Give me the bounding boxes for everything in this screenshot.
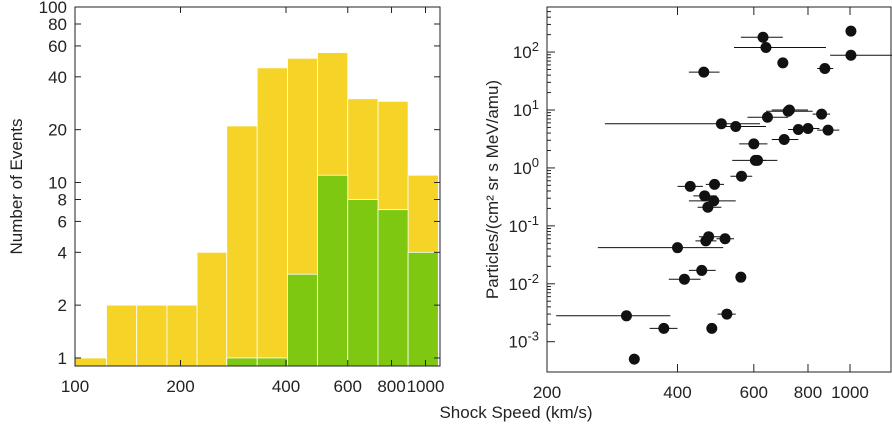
histogram-y-tick-label: 8 [58,190,67,209]
histogram-x-tick-label: 200 [166,377,194,396]
scatter-point [761,111,773,123]
scatter-point [777,57,789,69]
scatter-point [698,66,710,78]
scatter-point [658,322,670,334]
histogram-bar-subset [317,174,349,367]
scatter-point [684,180,696,192]
scatter-point [802,122,814,134]
histogram-y-tick-label: 80 [48,15,67,34]
scatter-y-tick-label: 100 [513,155,539,178]
histogram-y-tick-label: 100 [39,0,67,17]
histogram-x-tick-label: 100 [61,377,89,396]
scatter-y-tick-label: 102 [513,39,539,62]
histogram-bar-all [74,357,107,367]
scatter-point [819,63,831,75]
scatter-point [845,49,857,61]
histogram-y-tick-label: 2 [58,296,67,315]
scatter-x-tick-label: 600 [740,383,768,402]
scatter-point [757,31,769,43]
scatter-y-tick-label: 101 [513,97,539,120]
scatter-x-tick-label: 1000 [831,383,869,402]
scatter-point [671,242,683,254]
histogram-y-axis-label: Number of Events [7,118,26,254]
histogram-bar-subset [347,199,379,367]
scatter-point [792,124,804,136]
scatter-point [628,353,640,365]
histogram-bars [74,52,439,367]
histogram-bar-subset [256,357,288,367]
scatter-frame [546,6,892,373]
histogram-x-tick-label: 1000 [407,377,445,396]
shared-x-axis-label: Shock Speed (km/s) [439,403,592,422]
scatter-point [696,264,708,276]
histogram-bar-all [136,304,168,367]
scatter-x-tick-label: 400 [663,383,691,402]
scatter-point [822,124,834,136]
histogram-bar-all [256,67,288,367]
scatter-panel: 10-3 10-2 10-1 100 101 102 200 400 600 800 1000 Pa… [483,6,892,402]
histogram-x-tick-label: 600 [334,377,362,396]
histogram-y-tick-label: 40 [48,68,67,87]
histogram-y-tick-label: 6 [58,212,67,231]
scatter-point [703,231,715,243]
scatter-point [709,178,721,190]
scatter-point [708,195,720,207]
scatter-point [730,120,742,132]
scatter-points [556,25,892,365]
scatter-x-tick-label: 200 [533,383,561,402]
scatter-point [752,154,764,166]
histogram-frame [74,6,441,367]
scatter-y-tick-label: 10-1 [509,213,539,236]
scatter-point [721,308,733,320]
histogram-y-tick-label: 10 [48,173,67,192]
histogram-bar-subset [407,251,439,367]
scatter-y-axis-label: Particles/(cm² sr s MeV/amu) [483,80,502,299]
histogram-bar-all [226,125,258,367]
scatter-point [760,41,772,53]
histogram-bar-all [106,304,138,367]
scatter-point [715,118,727,130]
scatter-point [719,233,731,245]
scatter-point [699,190,711,202]
histogram-bar-all [196,251,228,367]
scatter-point [816,108,828,120]
histogram-y-tick-label: 1 [58,349,67,368]
scatter-y-tick-label: 10-3 [509,329,539,352]
histogram-bar-subset [287,273,318,367]
scatter-point [678,273,690,285]
scatter-point [735,271,747,283]
histogram-y-tick-label: 20 [48,121,67,140]
histogram-bar-subset [377,209,409,367]
scatter-point [778,133,790,145]
histogram-bar-subset [226,357,258,367]
scatter-point [620,310,632,322]
scatter-point [748,138,760,150]
scatter-point [845,25,857,37]
scatter-point [706,322,718,334]
scatter-point [783,104,795,116]
histogram-y-tick-label: 60 [48,37,67,56]
histogram-y-tick-label: 4 [58,243,67,262]
scatter-y-tick-label: 10-2 [509,271,539,294]
scatter-x-tick-label: 800 [794,383,822,402]
histogram-bar-all [166,304,198,367]
scatter-point [736,170,748,182]
histogram-x-tick-label: 400 [272,377,300,396]
histogram-x-tick-label: 800 [377,377,405,396]
scatter-ticks: 10-3 10-2 10-1 100 101 102 200 400 600 800 1000 [509,6,869,402]
